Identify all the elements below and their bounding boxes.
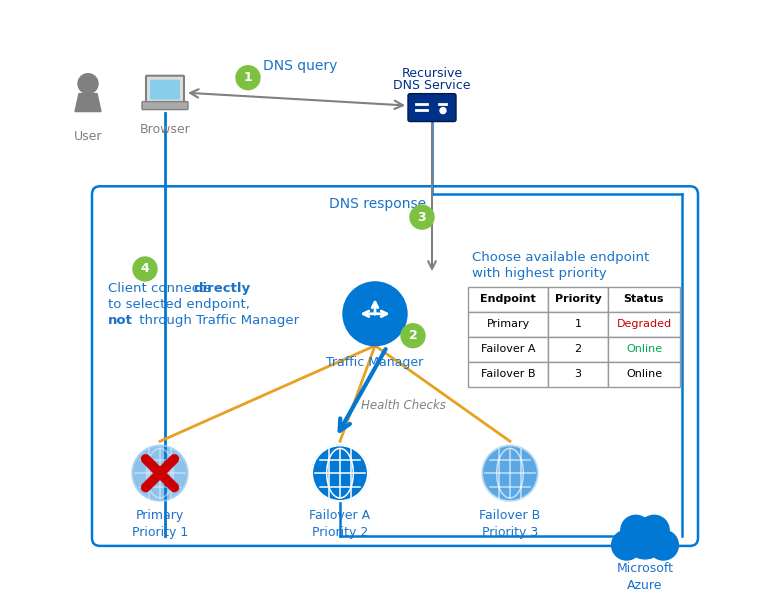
Bar [548,287,608,312]
Text: Microsoft
Azure: Microsoft Azure [616,562,673,592]
Bar [608,337,680,362]
Text: Endpoint: Endpoint [480,295,536,304]
Circle shape [648,530,679,560]
Text: 2: 2 [409,329,417,342]
Text: Browser: Browser [140,122,190,136]
Text: Primary
Priority 1: Primary Priority 1 [132,509,188,539]
Circle shape [410,205,434,229]
Text: DNS response: DNS response [329,197,427,211]
Bar [468,362,548,386]
Bar [608,312,680,337]
Text: Online: Online [626,344,662,354]
Text: Primary: Primary [487,319,530,329]
Text: 4: 4 [140,262,150,275]
Text: Failover B
Priority 3: Failover B Priority 3 [480,509,541,539]
Text: 2: 2 [574,344,582,354]
Bar [548,312,608,337]
Text: Online: Online [626,369,662,379]
Text: Client connects: Client connects [108,282,215,295]
Text: 1: 1 [243,71,253,84]
Circle shape [401,324,425,347]
Circle shape [640,515,669,545]
FancyBboxPatch shape [150,80,180,100]
Text: Degraded: Degraded [616,319,672,329]
Circle shape [621,515,651,545]
Text: Priority: Priority [555,295,601,304]
Circle shape [612,530,642,560]
Text: Recursive: Recursive [402,67,463,80]
FancyBboxPatch shape [408,94,456,122]
Polygon shape [75,94,101,112]
Text: 3: 3 [575,369,582,379]
Bar [468,337,548,362]
Text: Status: Status [624,295,665,304]
Circle shape [624,518,665,559]
Bar [468,312,548,337]
Text: through Traffic Manager: through Traffic Manager [135,314,299,327]
Text: DNS query: DNS query [263,59,337,73]
Text: User: User [74,130,102,143]
Text: Failover A
Priority 2: Failover A Priority 2 [310,509,370,539]
Text: Traffic Manager: Traffic Manager [326,356,424,368]
Circle shape [133,257,157,281]
Text: directly: directly [193,282,250,295]
Bar [548,337,608,362]
Text: with highest priority: with highest priority [472,267,607,280]
Circle shape [482,445,538,501]
Circle shape [236,66,260,89]
Text: Failover B: Failover B [480,369,535,379]
FancyBboxPatch shape [146,76,184,104]
Circle shape [440,107,446,113]
Text: 3: 3 [417,211,427,224]
Circle shape [78,74,98,94]
Bar [608,362,680,386]
Bar [608,287,680,312]
Bar [548,362,608,386]
Bar [468,287,548,312]
Circle shape [312,445,368,501]
Text: DNS Service: DNS Service [393,79,471,92]
Text: Health Checks: Health Checks [360,399,445,412]
Text: Choose available endpoint: Choose available endpoint [472,251,649,264]
Text: to selected endpoint,: to selected endpoint, [108,298,250,311]
FancyBboxPatch shape [142,101,188,110]
Circle shape [132,445,188,501]
Text: 1: 1 [575,319,582,329]
Text: not: not [108,314,133,327]
Text: Failover A: Failover A [480,344,535,354]
Circle shape [343,282,407,346]
